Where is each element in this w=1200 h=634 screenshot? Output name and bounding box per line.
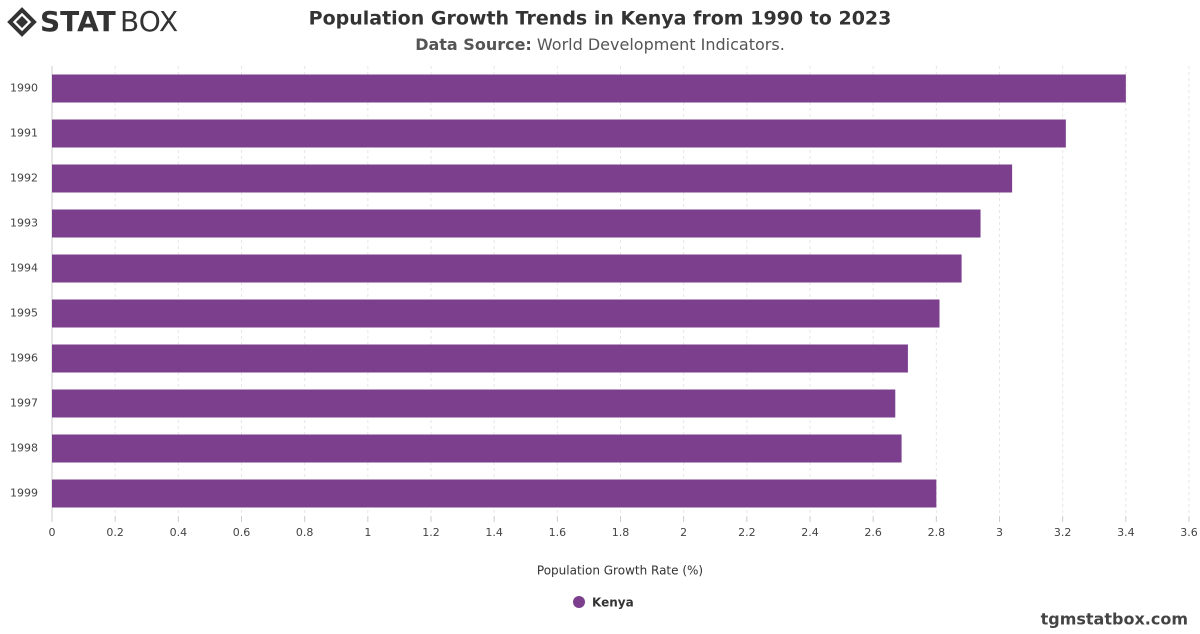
subtitle-text: World Development Indicators.	[537, 35, 785, 54]
bar	[52, 434, 902, 463]
x-tick-label: 3	[996, 526, 1003, 539]
x-tick-label: 0.4	[170, 526, 188, 539]
y-tick-label: 1992	[10, 172, 38, 185]
x-axis-label: Population Growth Rate (%)	[537, 564, 703, 578]
x-tick-label: 1.8	[612, 526, 630, 539]
x-tick-label: 1	[364, 526, 371, 539]
legend-marker	[573, 596, 585, 608]
bar	[52, 254, 962, 283]
x-tick-label: 2.8	[928, 526, 946, 539]
y-tick-label: 1991	[10, 127, 38, 140]
subtitle-label: Data Source:	[415, 35, 532, 54]
bar	[52, 119, 1066, 148]
x-tick-label: 3.2	[1054, 526, 1072, 539]
x-tick-label: 1.4	[485, 526, 503, 539]
bar	[52, 344, 908, 373]
x-tick-label: 0.6	[233, 526, 251, 539]
legend-label: Kenya	[592, 596, 634, 610]
logo-icon-inner	[16, 16, 28, 28]
logo-bold: STAT	[40, 5, 116, 38]
x-tick-label: 2	[680, 526, 687, 539]
x-tick-label: 2.2	[738, 526, 756, 539]
bar	[52, 389, 896, 418]
bar	[52, 479, 937, 508]
logo-icon	[7, 7, 37, 37]
bar	[52, 74, 1126, 103]
bar	[52, 164, 1013, 193]
y-tick-label: 1999	[10, 487, 38, 500]
chart-subtitle: Data Source: World Development Indicator…	[415, 35, 785, 54]
y-tick-label: 1998	[10, 442, 38, 455]
watermark: tgmstatbox.com	[1041, 610, 1188, 629]
logo-light: BOX	[120, 5, 178, 38]
x-tick-label: 0.8	[296, 526, 314, 539]
y-tick-label: 1993	[10, 217, 38, 230]
x-tick-label: 3.4	[1117, 526, 1135, 539]
y-tick-label: 1995	[10, 307, 38, 320]
x-tick-label: 2.4	[801, 526, 819, 539]
y-tick-label: 1994	[10, 262, 38, 275]
y-tick-label: 1996	[10, 352, 38, 365]
chart-title: Population Growth Trends in Kenya from 1…	[309, 8, 892, 30]
x-tick-label: 3.6	[1180, 526, 1198, 539]
logo: STAT BOX	[7, 5, 178, 38]
x-tick-label: 1.6	[549, 526, 567, 539]
y-tick-label: 1997	[10, 397, 38, 410]
x-tick-label: 2.6	[864, 526, 882, 539]
x-tick-label: 0	[49, 526, 56, 539]
bar	[52, 209, 981, 238]
y-tick-label: 1990	[10, 82, 38, 95]
bar	[52, 299, 940, 328]
x-tick-label: 0.2	[106, 526, 124, 539]
x-tick-label: 1.2	[422, 526, 440, 539]
